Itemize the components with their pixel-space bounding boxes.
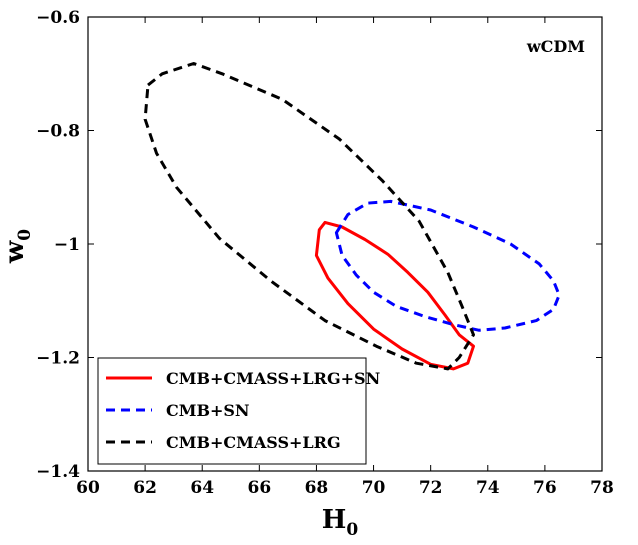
x-tick-label: 62 xyxy=(133,478,157,498)
x-axis-title-sub: 0 xyxy=(346,520,358,540)
legend-label-cmb-sn: CMB+SN xyxy=(166,401,250,420)
y-tick-label: −1 xyxy=(54,235,80,255)
y-axis-title: w0 xyxy=(0,229,35,264)
y-tick-label: −0.6 xyxy=(36,8,80,28)
plot-frame xyxy=(87,16,603,472)
y-tick-label: −0.8 xyxy=(36,122,80,142)
x-axis-title-main: H xyxy=(322,505,347,535)
x-tick-label: 74 xyxy=(476,478,500,498)
x-tick-label: 64 xyxy=(190,478,214,498)
x-tick-label: 68 xyxy=(305,478,329,498)
y-tick-label: −1.2 xyxy=(36,349,80,369)
legend: CMB+CMASS+LRG+SN CMB+SN CMB+CMASS+LRG xyxy=(97,357,380,465)
model-annotation: wCDM xyxy=(526,37,585,56)
x-tick-label: 76 xyxy=(533,478,557,498)
x-tick-label: 70 xyxy=(362,478,386,498)
legend-label-cmb-cmass-lrg-sn: CMB+CMASS+LRG+SN xyxy=(166,369,380,388)
x-tick-label: 66 xyxy=(247,478,271,498)
y-tick-label: −1.4 xyxy=(36,462,80,482)
y-axis-title-sub: 0 xyxy=(15,229,35,241)
contour-cmb-cmass-lrg-sn xyxy=(314,220,475,371)
x-tick-label: 60 xyxy=(76,478,100,498)
series-layer xyxy=(143,62,561,371)
x-axis-title: H0 xyxy=(322,505,359,540)
contour-cmb-cmass-lrg xyxy=(143,62,475,371)
tick-label-layer: 60 62 64 66 68 70 72 74 76 78 −0.6 −0.8 −1 −1.2 −1.4 xyxy=(36,8,614,498)
legend-label-cmb-cmass-lrg: CMB+CMASS+LRG xyxy=(166,433,341,452)
x-tick-label: 72 xyxy=(419,478,443,498)
x-tick-label: 78 xyxy=(590,478,614,498)
y-axis-title-main: w xyxy=(0,240,30,264)
